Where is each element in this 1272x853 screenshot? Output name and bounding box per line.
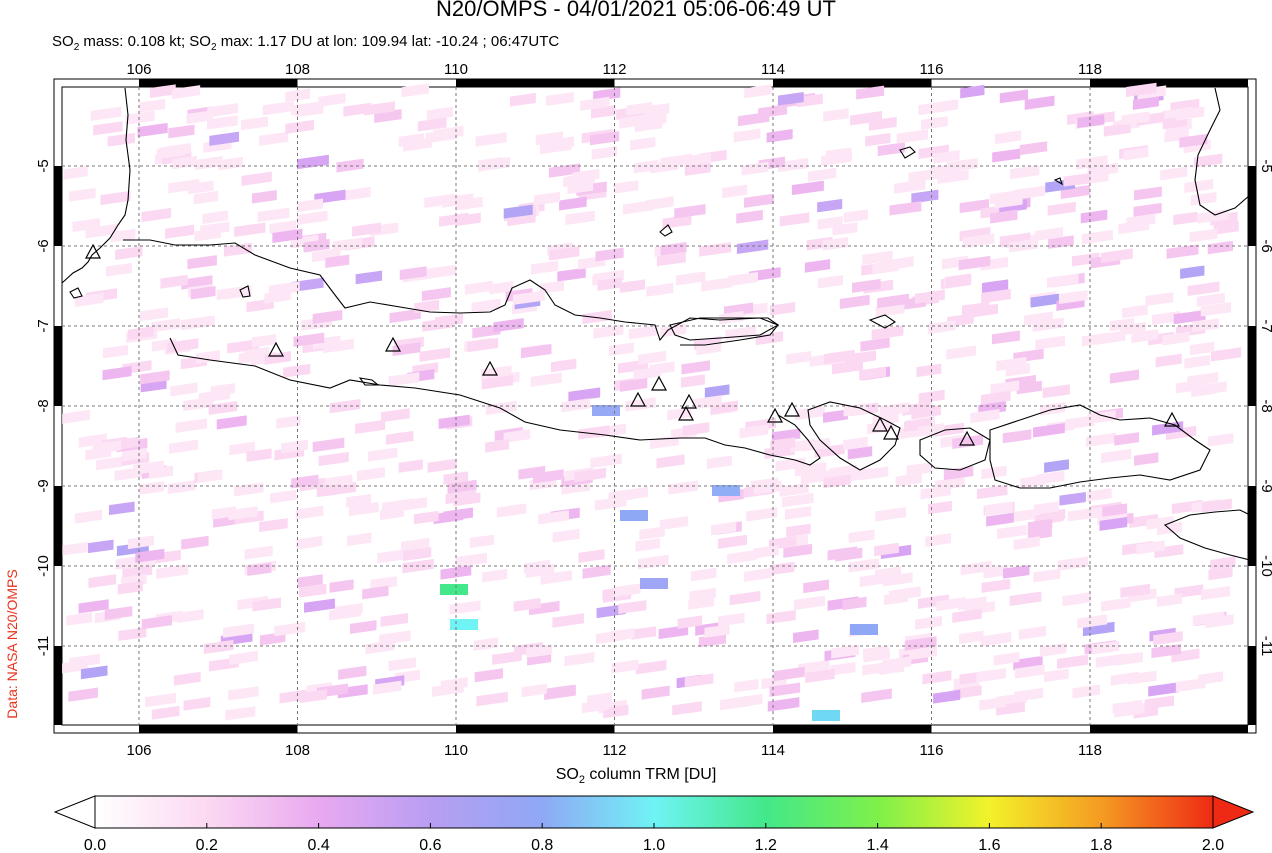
coastline-kalimantan	[1194, 87, 1251, 216]
volcano-triangle-icon	[650, 375, 668, 391]
colorbar-tick-label: 2.0	[1202, 837, 1224, 853]
volcano-triangle-icon	[882, 424, 900, 440]
so2-pixel-layer	[62, 82, 1242, 721]
lat-tick-label-right: -5	[1258, 159, 1272, 172]
lat-tick-label-right: -6	[1258, 239, 1272, 252]
volcano-triangle-icon	[766, 407, 784, 423]
lon-tick-label-top: 118	[1078, 61, 1102, 78]
volcano-triangle-icon	[384, 336, 402, 352]
lat-tick-label-right: -7	[1258, 319, 1272, 332]
coastline-sumba	[1163, 509, 1251, 561]
coastline-sumatra	[61, 87, 131, 284]
lat-tick-label-left: -7	[35, 319, 52, 332]
volcano-triangle-icon	[677, 405, 695, 421]
volcano-triangle-icon	[629, 391, 647, 407]
lat-tick-label-left: -11	[35, 636, 52, 657]
volcano-triangle-icon	[958, 430, 976, 446]
lat-tick-label-right: -10	[1258, 555, 1272, 577]
lat-tick-label-left: -9	[35, 479, 52, 492]
colorbar-tick-label: 1.6	[978, 837, 1000, 853]
volcano-triangle-icon	[481, 360, 499, 376]
lat-tick-label-left: -10	[35, 555, 52, 577]
lat-tick-label-right: -9	[1258, 479, 1272, 492]
lon-tick-label-bottom: 118	[1078, 742, 1102, 759]
volcano-triangle-icon	[680, 393, 698, 409]
coastline-bali	[807, 401, 901, 471]
lon-tick-label-top: 110	[444, 61, 468, 78]
colorbar-tick-label: 1.0	[643, 837, 665, 853]
lon-tick-label-bottom: 110	[444, 742, 468, 759]
colorbar-tick-label: 0.0	[84, 837, 106, 853]
lat-tick-label-left: -6	[35, 239, 52, 252]
coastline-lombok	[919, 427, 991, 471]
coastline-java-south	[169, 337, 821, 466]
lon-tick-label-bottom: 116	[920, 742, 944, 759]
lon-tick-label-top: 108	[285, 61, 310, 78]
axis-labels: 106 106 108 108 110 110 112 112 114 114 116 116 118 1…	[35, 61, 1272, 759]
coastline-madura	[669, 317, 780, 341]
colorbar-max-arrow	[1212, 795, 1255, 829]
colorbar-tick-label: 0.2	[196, 837, 218, 853]
map-title: N20/OMPS - 04/01/2021 05:06-06:49 UT	[436, 0, 836, 21]
volcano-triangle-icon	[1163, 411, 1181, 427]
volcano-triangle-icon	[267, 341, 285, 357]
lat-lon-grid	[62, 87, 1248, 725]
lon-tick-label-top: 106	[126, 61, 151, 78]
coastline-sumbawa	[989, 404, 1211, 489]
so2-summary: SO2 mass: 0.108 kt; SO2 max: 1.17 DU at …	[52, 33, 560, 53]
coastline-java-north	[123, 239, 779, 346]
lon-tick-label-bottom: 112	[603, 742, 627, 759]
colorbar-tick-label: 0.4	[307, 837, 329, 853]
lon-tick-label-bottom: 108	[285, 742, 310, 759]
colorbar-tick-label: 1.8	[1090, 837, 1112, 853]
colorbar: 0.0 0.2 0.4 0.6 0.8 1.0 1.2 1.4 1.6 1.8 2.0	[53, 795, 1255, 853]
colorbar-label: SO2 column TRM [DU]	[555, 766, 717, 787]
volcano-triangle-icon	[783, 401, 801, 417]
lat-tick-label-right: -11	[1258, 636, 1272, 657]
lon-tick-label-top: 116	[920, 61, 944, 78]
lon-tick-label-bottom: 114	[761, 742, 785, 759]
volcano-triangle-icon	[871, 416, 889, 432]
colorbar-tick-label: 0.8	[531, 837, 553, 853]
coastline	[61, 87, 1251, 561]
colorbar-tick-label: 0.6	[419, 837, 441, 853]
colorbar-min-arrow	[53, 795, 96, 829]
lat-tick-label-right: -8	[1258, 399, 1272, 412]
colorbar-tick-label: 1.2	[755, 837, 777, 853]
volcano-markers	[84, 243, 1181, 446]
lat-tick-label-left: -5	[35, 159, 52, 172]
lon-tick-label-bottom: 106	[126, 742, 151, 759]
lon-tick-label-top: 112	[603, 61, 627, 78]
lat-tick-label-left: -8	[35, 399, 52, 412]
volcano-triangle-icon	[84, 243, 102, 259]
lon-tick-label-top: 114	[761, 61, 785, 78]
colorbar-tick-label: 1.4	[866, 837, 888, 853]
